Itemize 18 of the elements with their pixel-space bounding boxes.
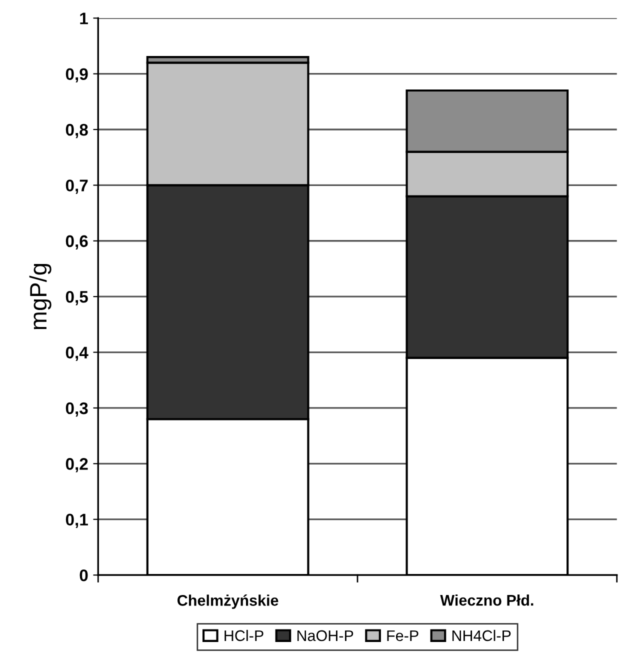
y-tick-label: 0,4: [66, 346, 88, 361]
y-tick-label: 0,3: [66, 402, 88, 417]
legend-label: HCl-P: [224, 630, 264, 642]
y-tick-label: 0,8: [66, 124, 88, 138]
y-tick-label: 0,9: [66, 68, 88, 82]
y-tick-label: 0,6: [66, 235, 88, 250]
x-tick-label: Chelmżyńskie: [177, 594, 278, 609]
y-tick-label: 0: [80, 569, 88, 582]
legend-label: NaOH-P: [297, 630, 354, 642]
y-tick-label: 0,5: [66, 290, 88, 306]
legend-label: Fe-P: [387, 630, 418, 642]
y-tick-label: 0,1: [66, 514, 88, 528]
y-tick-label: 0,7: [66, 180, 88, 194]
y-tick-label: 1: [80, 12, 88, 24]
y-tick-label: 0,2: [66, 458, 88, 472]
legend-label: NH4Cl-P: [452, 630, 511, 642]
y-axis-title: mgP/g: [29, 264, 52, 330]
x-tick-label: Wieczno Płd.: [440, 594, 534, 606]
